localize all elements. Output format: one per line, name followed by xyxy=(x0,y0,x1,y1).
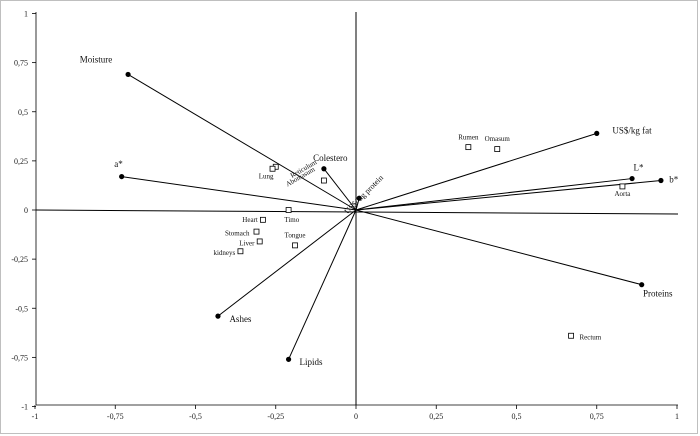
vector-label: Colestero xyxy=(313,153,348,163)
point-label: Rectum xyxy=(579,334,601,342)
vector-label: b* xyxy=(669,174,679,184)
vector-label: Proteins xyxy=(643,288,673,298)
vector-point xyxy=(658,177,664,184)
vector-label: Moisture xyxy=(80,55,113,65)
point-label: Heart xyxy=(242,216,258,224)
vector-line xyxy=(127,73,357,211)
point-label: Tongue xyxy=(285,232,306,240)
point-marker xyxy=(285,207,292,213)
vector-line xyxy=(355,209,642,286)
vector-line xyxy=(355,178,633,211)
vector-label: a* xyxy=(114,159,123,169)
x-tick-label: -0,25 xyxy=(267,412,284,421)
point-label: Omasum xyxy=(485,135,511,143)
point-label: Lung xyxy=(259,173,274,181)
vector-label: Lipids xyxy=(300,357,323,367)
vector-point xyxy=(285,356,292,362)
point-marker xyxy=(256,238,263,245)
x-tick-label: 0,5 xyxy=(512,412,522,421)
x-tick-label: 0,25 xyxy=(429,412,443,421)
vector-line xyxy=(323,168,357,211)
point-label: Timo xyxy=(284,216,299,224)
vector-label: Ashes xyxy=(229,314,251,324)
x-tick-label: 0 xyxy=(354,412,358,421)
y-tick-labels: 1 0,75 0,5 0,25 0 -0,25 -0,5 -0,75 -1 xyxy=(11,10,37,412)
point-label: Stomach xyxy=(225,230,250,238)
x-tick-label: -0,5 xyxy=(189,412,202,421)
vector-line xyxy=(355,180,661,211)
point-series: Rumen OmasumReticulumAbomasumLungTimoHear… xyxy=(213,133,631,341)
y-tick-label: -0,5 xyxy=(15,304,28,313)
vector-point xyxy=(215,313,221,319)
point-label: kidneys xyxy=(213,249,235,257)
point-marker xyxy=(253,228,260,235)
y-tick-label: -0,75 xyxy=(11,353,28,362)
point-marker xyxy=(320,177,327,184)
x-tick-label: 1 xyxy=(675,412,679,421)
vector-line xyxy=(121,176,357,211)
vector-point xyxy=(321,166,327,172)
vector-point xyxy=(125,71,131,78)
point-label: Liver xyxy=(239,239,255,247)
point-marker xyxy=(292,242,298,249)
point-marker xyxy=(619,183,626,190)
vector-point xyxy=(594,130,600,136)
vector-label: L* xyxy=(633,163,643,173)
x-tick-labels: -1 -0,75 -0,5 -0,25 0 0,25 0,5 0,75 1 xyxy=(32,404,679,421)
y-tick-label: -1 xyxy=(21,403,28,412)
axes xyxy=(35,12,679,405)
y-tick-label: 1 xyxy=(24,10,28,19)
y-tick-label: 0,5 xyxy=(18,108,28,117)
x-tick-label: -0,75 xyxy=(107,412,124,421)
point-label: Rumen xyxy=(458,133,479,141)
vector-line xyxy=(355,132,597,211)
vector-point xyxy=(629,175,635,182)
point-marker xyxy=(260,216,266,223)
vector-line xyxy=(217,209,357,317)
point-label: Aorta xyxy=(614,190,631,198)
point-marker xyxy=(237,248,244,255)
point-marker xyxy=(465,144,472,151)
vector-point xyxy=(639,282,645,288)
vector-line xyxy=(288,209,357,360)
x-tick-label: 0,75 xyxy=(590,412,604,421)
point-marker xyxy=(269,165,276,172)
x-tick-label: -1 xyxy=(32,412,39,421)
vector-point xyxy=(356,195,362,201)
vector-label: US$/kg fat xyxy=(612,125,652,135)
y-tick-label: -0,25 xyxy=(11,255,28,264)
y-tick-label: 0 xyxy=(24,206,28,215)
x-axis-line xyxy=(35,209,679,215)
y-tick-label: 0,75 xyxy=(14,59,28,68)
point-marker xyxy=(568,332,574,339)
y-tick-label: 0,25 xyxy=(14,157,28,166)
vector-point xyxy=(119,173,125,180)
point-marker xyxy=(494,146,501,152)
